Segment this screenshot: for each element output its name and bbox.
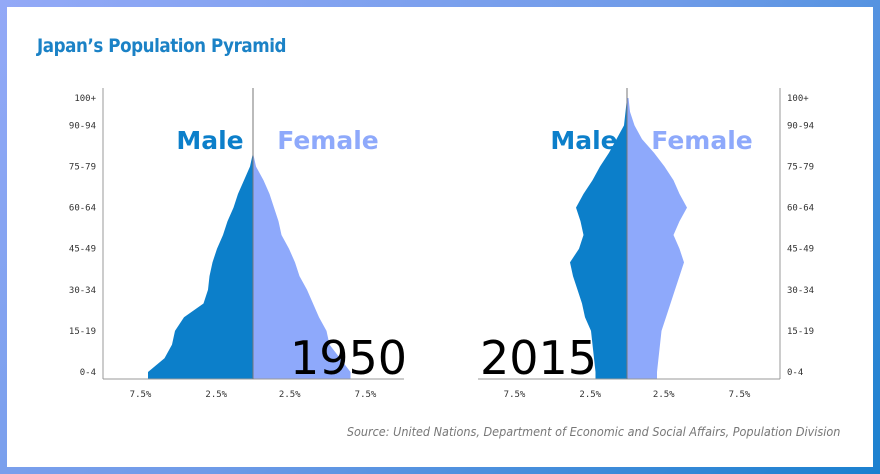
y-tick-label: 0-4 — [80, 368, 96, 378]
y-tick-label: 75-79 — [69, 163, 96, 173]
series-female-area — [627, 98, 687, 379]
y-tick-label: 60-64 — [69, 204, 96, 214]
y-tick-label: 100+ — [787, 94, 809, 104]
pyramid-1950: 0-4 15-19 30-34 45-49 60-64 75-79 90-94 100+ 7.5… — [69, 88, 407, 400]
y-tick-label: 45-49 — [69, 245, 96, 255]
source-note: Source: United Nations, Department of Ec… — [346, 424, 840, 439]
x-tick-label: 2.5% — [579, 390, 601, 400]
legend-female: Female — [651, 126, 752, 155]
y-tick-label: 90-94 — [787, 121, 814, 131]
legend-male: Male — [176, 126, 243, 155]
x-tick-label: 2.5% — [205, 390, 227, 400]
y-tick-label: 15-19 — [69, 327, 96, 337]
x-tick-label: 7.5% — [729, 390, 751, 400]
x-tick-label: 7.5% — [355, 390, 377, 400]
series-female-area — [253, 98, 351, 379]
year-label: 2015 — [480, 331, 597, 385]
year-label: 1950 — [290, 331, 407, 385]
x-tick-label: 2.5% — [653, 390, 675, 400]
y-tick-label: 15-19 — [787, 327, 814, 337]
y-tick-label: 100+ — [74, 94, 96, 104]
y-tick-label: 90-94 — [69, 121, 96, 131]
legend-male: Male — [550, 126, 617, 155]
x-tick-label: 7.5% — [504, 390, 526, 400]
y-tick-label: 30-34 — [69, 286, 96, 296]
y-tick-label: 45-49 — [787, 245, 814, 255]
y-tick-label: 0-4 — [787, 368, 803, 378]
x-tick-label: 2.5% — [279, 390, 301, 400]
series-male-area — [570, 98, 627, 379]
chart-title: Japan’s Population Pyramid — [37, 35, 287, 57]
y-tick-label: 75-79 — [787, 163, 814, 173]
y-tick-label: 30-34 — [787, 286, 814, 296]
legend-female: Female — [277, 126, 378, 155]
pyramid-2015: 0-4 15-19 30-34 45-49 60-64 75-79 90-94 100+ 7.5… — [478, 88, 814, 400]
chart-panel — [7, 7, 873, 467]
x-tick-label: 7.5% — [130, 390, 152, 400]
y-tick-label: 60-64 — [787, 204, 814, 214]
series-male-area — [148, 98, 253, 379]
